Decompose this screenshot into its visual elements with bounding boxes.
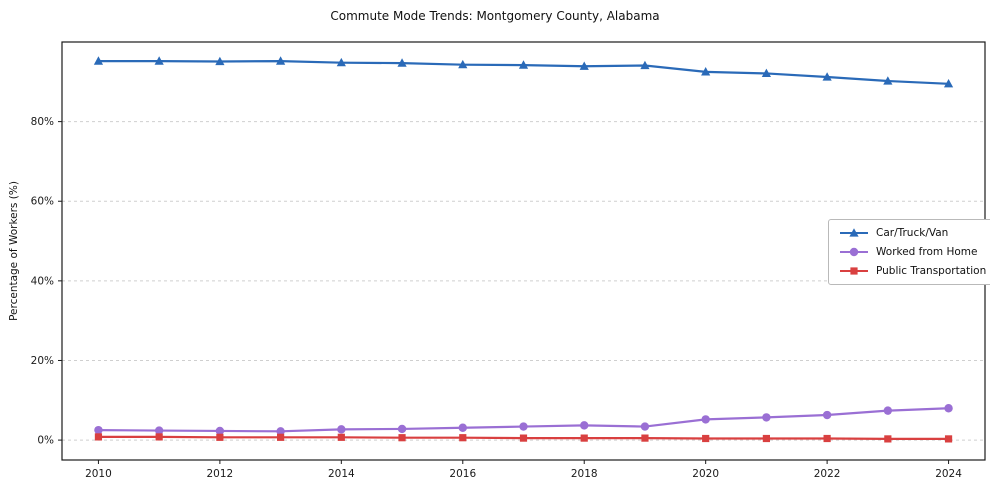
legend: Car/Truck/Van Worked from Home Public Tran… (828, 219, 990, 285)
svg-text:2014: 2014 (328, 468, 355, 480)
legend-item: Worked from Home (839, 246, 986, 258)
svg-text:2016: 2016 (449, 468, 476, 480)
legend-label: Public Transportation (876, 265, 987, 277)
svg-text:0%: 0% (37, 435, 54, 447)
svg-text:2020: 2020 (692, 468, 719, 480)
svg-text:20%: 20% (31, 355, 54, 367)
svg-text:80%: 80% (31, 116, 54, 128)
svg-text:40%: 40% (31, 275, 54, 287)
svg-text:2018: 2018 (571, 468, 598, 480)
svg-text:2012: 2012 (207, 468, 234, 480)
legend-label: Worked from Home (876, 246, 978, 258)
legend-item: Public Transportation (839, 265, 986, 277)
legend-label: Car/Truck/Van (876, 227, 949, 239)
svg-text:60%: 60% (31, 196, 54, 208)
svg-text:2010: 2010 (85, 468, 112, 480)
legend-item: Car/Truck/Van (839, 227, 986, 239)
svg-text:2024: 2024 (935, 468, 962, 480)
square-marker-icon (840, 267, 868, 275)
chart-title: Commute Mode Trends: Montgomery County, … (330, 9, 660, 23)
svg-text:2022: 2022 (814, 468, 841, 480)
triangle-marker-icon (840, 228, 868, 237)
circle-marker-icon (840, 247, 868, 257)
